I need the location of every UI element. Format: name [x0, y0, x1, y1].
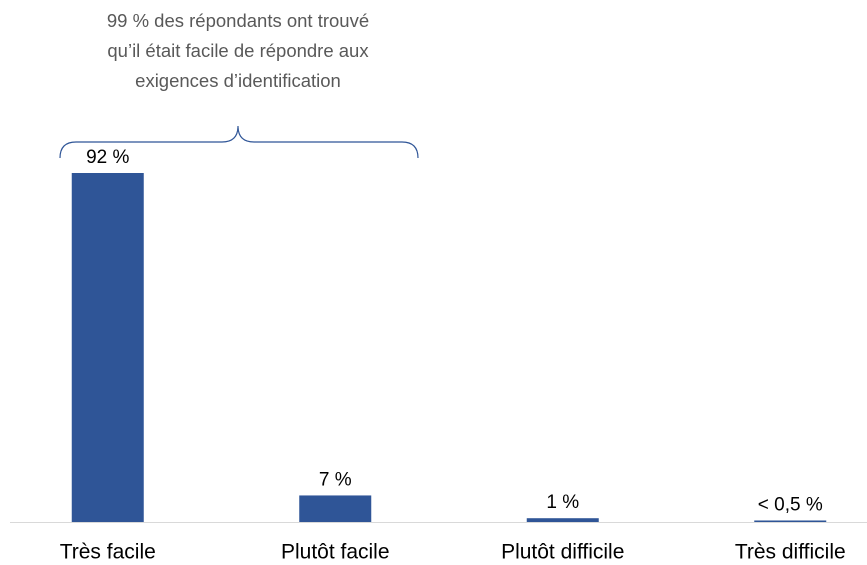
- brace: [59, 125, 419, 159]
- x-tick-label: Plutôt difficile: [501, 541, 624, 564]
- x-tick-label: Très difficile: [735, 541, 846, 564]
- bar: [526, 518, 599, 522]
- bar: [71, 173, 144, 522]
- value-label: < 0,5 %: [758, 494, 823, 515]
- value-label: 92 %: [86, 147, 129, 168]
- annotation: qu’il était facile de répondre aux: [107, 40, 369, 61]
- bar: [754, 520, 827, 522]
- annotation: exigences d’identification: [135, 70, 341, 91]
- annotation: 99 % des répondants ont trouvé: [107, 10, 369, 31]
- x-tick-label: Très facile: [60, 541, 156, 564]
- value-label: 7 %: [319, 469, 352, 490]
- value-label: 1 %: [546, 492, 579, 513]
- x-tick-label: Plutôt facile: [281, 541, 390, 564]
- bar: [299, 495, 372, 522]
